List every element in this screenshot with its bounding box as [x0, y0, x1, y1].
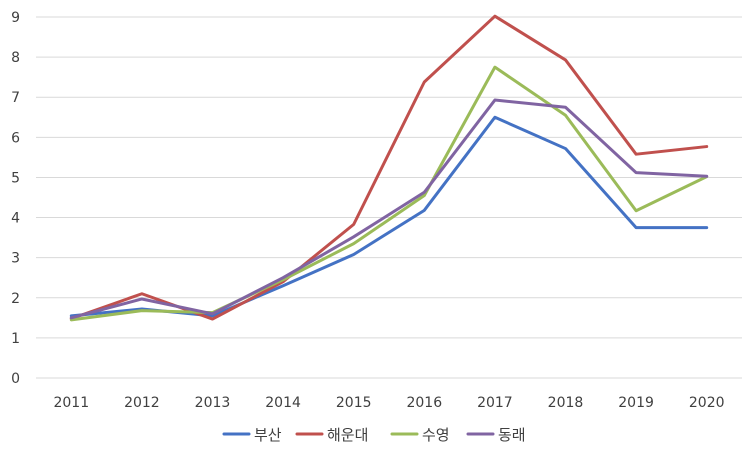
y-tick-label: 3 — [11, 251, 20, 267]
x-tick-label: 2011 — [53, 395, 89, 411]
y-tick-label: 8 — [11, 50, 20, 66]
series-line-2 — [69, 14, 709, 321]
series-line-4 — [69, 98, 709, 320]
y-tick-label: 1 — [11, 331, 20, 347]
y-tick-label: 4 — [11, 211, 20, 227]
y-tick-label: 5 — [11, 170, 20, 186]
gridlines — [36, 16, 742, 379]
x-tick-label: 2015 — [336, 395, 372, 411]
x-tick-label: 2019 — [618, 395, 654, 411]
legend-label: 수영 — [422, 426, 450, 444]
y-tick-label: 9 — [11, 10, 20, 26]
x-tick-label: 2018 — [548, 395, 584, 411]
x-tick-label: 2020 — [689, 395, 725, 411]
x-tick-label: 2012 — [124, 395, 160, 411]
x-tick-label: 2016 — [406, 395, 442, 411]
legend-label: 부산 — [254, 426, 282, 444]
x-tick-label: 2013 — [195, 395, 231, 411]
legend-label: 해운대 — [327, 426, 368, 444]
x-axis-tick-labels: 2011 2012 2013 2014 2015 2016 2017 2018 2019 2020 — [53, 395, 724, 411]
series-lines — [69, 14, 709, 322]
y-tick-label: 0 — [11, 371, 20, 387]
x-tick-label: 2014 — [265, 395, 301, 411]
y-tick-label: 2 — [11, 291, 20, 307]
y-tick-label: 7 — [11, 90, 20, 106]
x-tick-label: 2017 — [477, 395, 513, 411]
y-tick-label: 6 — [11, 130, 20, 146]
series-line-1 — [69, 115, 709, 318]
legend-label: 동래 — [498, 426, 526, 444]
series-line-3 — [69, 65, 709, 322]
y-axis-tick-labels: 0 1 2 3 4 5 6 7 8 9 — [11, 10, 20, 387]
legend: 부산 해운대 수영 동래 — [222, 426, 526, 444]
